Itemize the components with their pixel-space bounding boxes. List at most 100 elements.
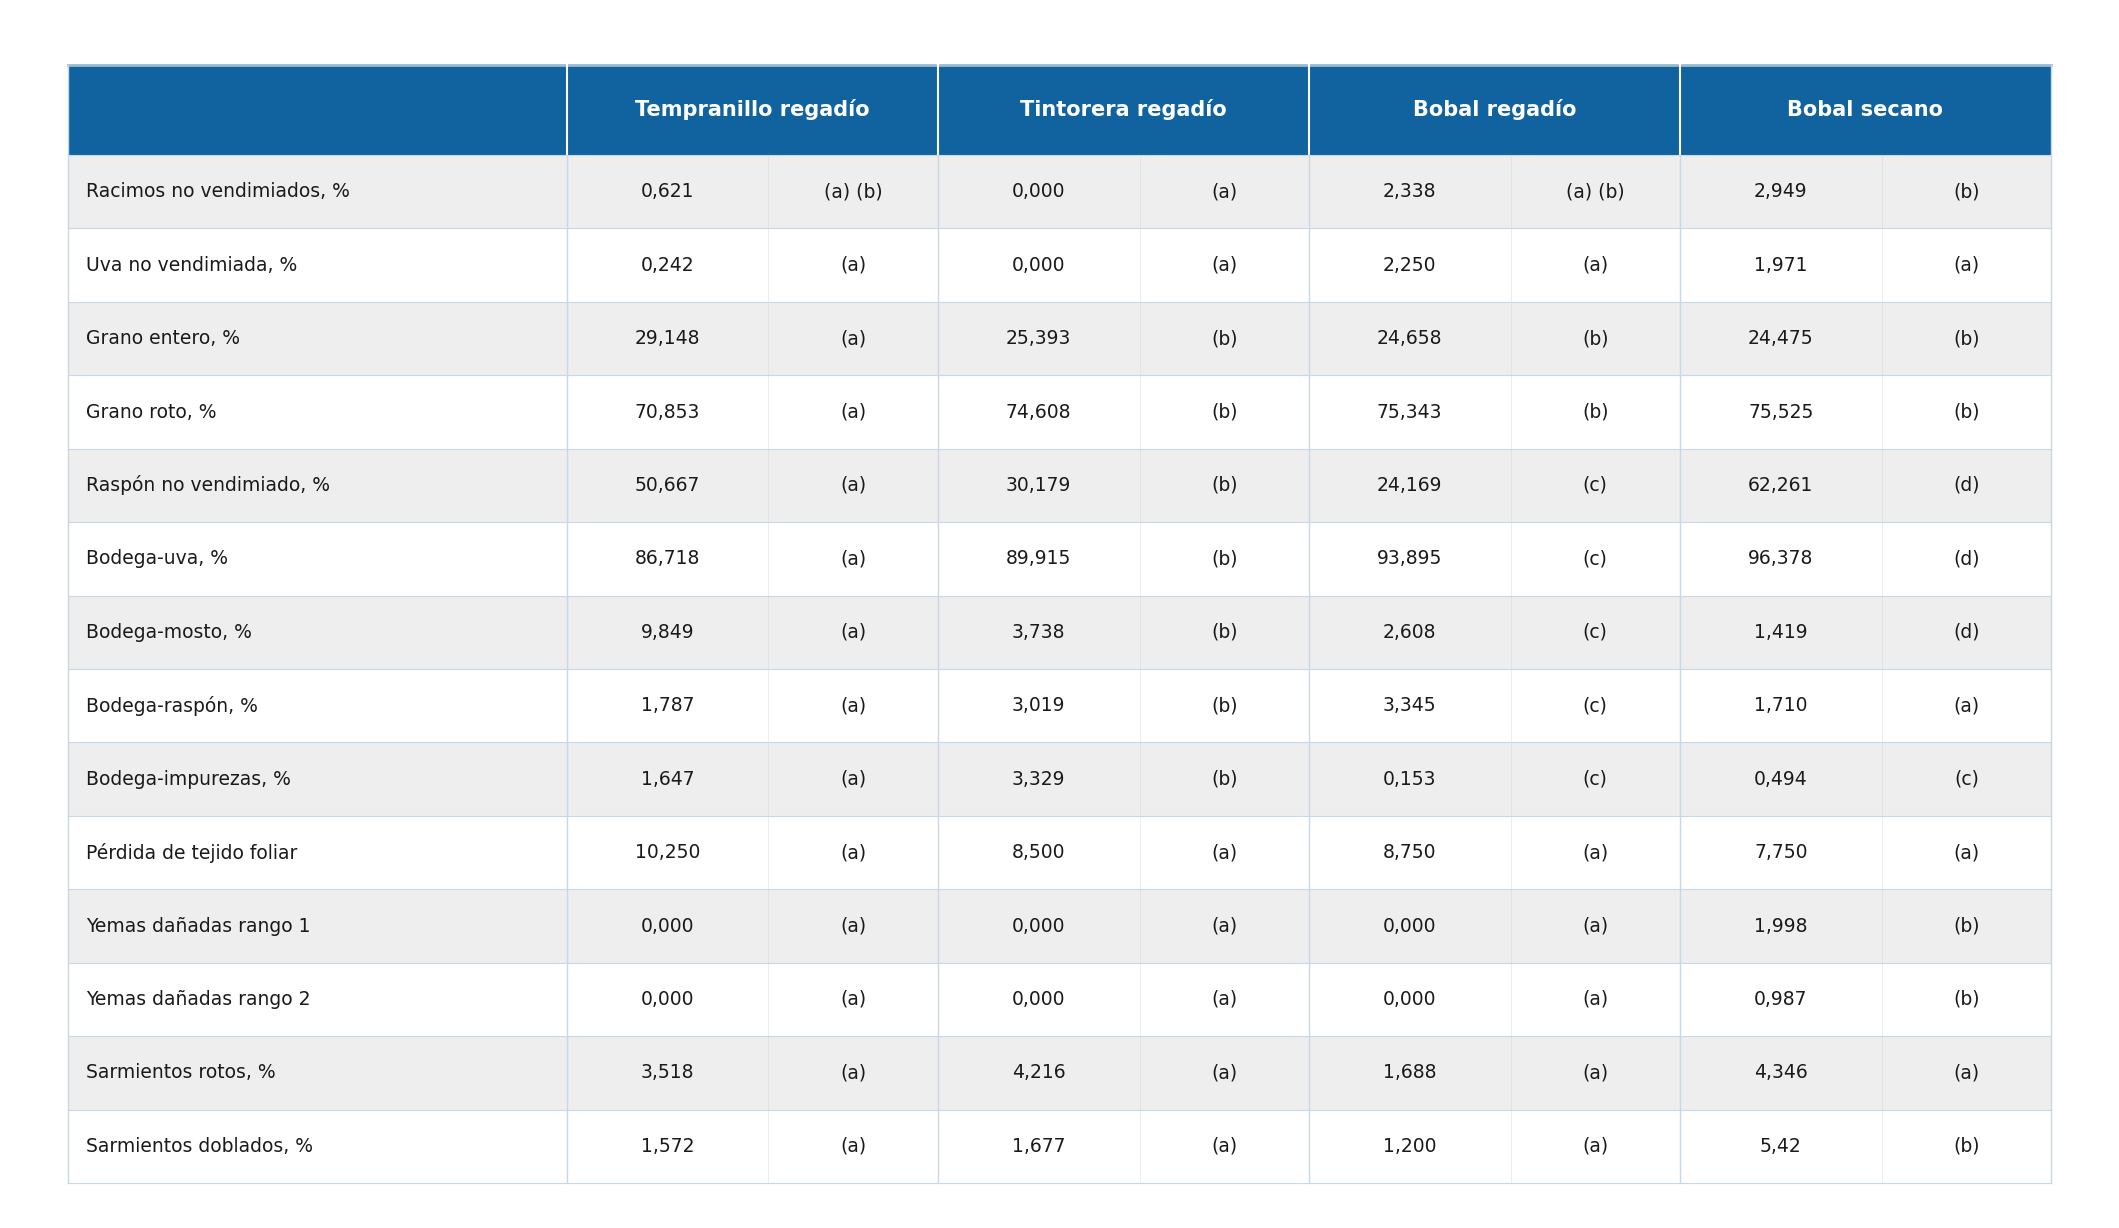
Text: 89,915: 89,915 xyxy=(1007,549,1072,569)
Text: (b): (b) xyxy=(1210,770,1237,788)
Text: (b): (b) xyxy=(1954,329,1979,348)
Bar xyxy=(68,376,2051,448)
Text: 1,688: 1,688 xyxy=(1384,1063,1437,1082)
Text: (a): (a) xyxy=(1583,916,1608,936)
Text: (a): (a) xyxy=(1954,696,1979,715)
Text: (b): (b) xyxy=(1583,329,1608,348)
Text: (b): (b) xyxy=(1954,403,1979,421)
Bar xyxy=(68,1036,2051,1110)
Text: (a): (a) xyxy=(839,1137,867,1156)
Text: 1,647: 1,647 xyxy=(640,770,695,788)
Text: 0,000: 0,000 xyxy=(1013,255,1066,275)
Text: 1,787: 1,787 xyxy=(640,696,695,715)
Text: (b): (b) xyxy=(1583,403,1608,421)
Text: Yemas dañadas rango 2: Yemas dañadas rango 2 xyxy=(87,990,311,1009)
Text: (a): (a) xyxy=(1212,844,1237,862)
Text: Bobal secano: Bobal secano xyxy=(1788,99,1943,120)
Bar xyxy=(68,963,2051,1036)
Text: 4,216: 4,216 xyxy=(1011,1063,1066,1082)
Text: 3,518: 3,518 xyxy=(640,1063,695,1082)
Text: 3,329: 3,329 xyxy=(1013,770,1066,788)
Text: (a): (a) xyxy=(1212,182,1237,201)
Text: 0,000: 0,000 xyxy=(640,916,695,936)
Text: (c): (c) xyxy=(1583,549,1608,569)
Text: Bodega-raspón, %: Bodega-raspón, % xyxy=(87,696,259,716)
Text: 0,242: 0,242 xyxy=(640,255,695,275)
Text: (a): (a) xyxy=(839,476,867,495)
Text: 0,000: 0,000 xyxy=(1013,990,1066,1009)
Bar xyxy=(68,65,566,155)
Text: (d): (d) xyxy=(1954,476,1979,495)
Text: (c): (c) xyxy=(1583,696,1608,715)
Text: Bodega-impurezas, %: Bodega-impurezas, % xyxy=(87,770,290,788)
Text: 0,987: 0,987 xyxy=(1755,990,1808,1009)
Text: (a): (a) xyxy=(1954,255,1979,275)
Text: Tintorera regadío: Tintorera regadío xyxy=(1019,99,1227,120)
Bar xyxy=(68,448,2051,522)
Text: (a): (a) xyxy=(839,844,867,862)
Bar xyxy=(68,596,2051,669)
Text: (b): (b) xyxy=(1210,623,1237,642)
Text: 0,000: 0,000 xyxy=(1384,990,1437,1009)
Text: 7,750: 7,750 xyxy=(1755,844,1808,862)
Bar xyxy=(68,669,2051,743)
Text: Yemas dañadas rango 1: Yemas dañadas rango 1 xyxy=(87,916,311,936)
Text: 2,250: 2,250 xyxy=(1384,255,1437,275)
Text: 2,949: 2,949 xyxy=(1755,182,1808,201)
Text: 96,378: 96,378 xyxy=(1748,549,1814,569)
Bar xyxy=(68,302,2051,376)
Text: 0,621: 0,621 xyxy=(640,182,695,201)
Text: 29,148: 29,148 xyxy=(636,329,699,348)
Text: 86,718: 86,718 xyxy=(636,549,699,569)
Text: 0,494: 0,494 xyxy=(1755,770,1808,788)
Text: 1,971: 1,971 xyxy=(1755,255,1808,275)
Bar xyxy=(1680,65,2051,155)
Text: (c): (c) xyxy=(1583,623,1608,642)
Text: (d): (d) xyxy=(1954,549,1979,569)
Text: Sarmientos doblados, %: Sarmientos doblados, % xyxy=(87,1137,314,1156)
Text: (b): (b) xyxy=(1210,403,1237,421)
Text: 1,998: 1,998 xyxy=(1755,916,1808,936)
Bar xyxy=(939,65,1310,155)
Text: (a): (a) xyxy=(1583,1137,1608,1156)
Text: (b): (b) xyxy=(1954,1137,1979,1156)
Text: 9,849: 9,849 xyxy=(640,623,695,642)
Text: Uva no vendimiada, %: Uva no vendimiada, % xyxy=(87,255,297,275)
Text: (c): (c) xyxy=(1954,770,1979,788)
Text: 25,393: 25,393 xyxy=(1007,329,1072,348)
Text: 75,343: 75,343 xyxy=(1377,403,1443,421)
Text: (d): (d) xyxy=(1954,623,1979,642)
Text: (b): (b) xyxy=(1954,916,1979,936)
Text: 2,608: 2,608 xyxy=(1384,623,1437,642)
Text: (c): (c) xyxy=(1583,770,1608,788)
Bar xyxy=(68,228,2051,302)
Text: 5,42: 5,42 xyxy=(1761,1137,1801,1156)
Text: Bobal regadío: Bobal regadío xyxy=(1413,99,1577,120)
Text: (b): (b) xyxy=(1210,476,1237,495)
Bar xyxy=(566,65,939,155)
Text: 3,019: 3,019 xyxy=(1013,696,1066,715)
Text: Grano roto, %: Grano roto, % xyxy=(87,403,216,421)
Text: (a): (a) xyxy=(839,770,867,788)
Text: 1,200: 1,200 xyxy=(1384,1137,1437,1156)
Text: 0,000: 0,000 xyxy=(640,990,695,1009)
Text: 74,608: 74,608 xyxy=(1007,403,1072,421)
Bar xyxy=(68,1110,2051,1183)
Text: (b): (b) xyxy=(1210,329,1237,348)
Text: 10,250: 10,250 xyxy=(636,844,699,862)
Text: 0,000: 0,000 xyxy=(1384,916,1437,936)
Text: 75,525: 75,525 xyxy=(1748,403,1814,421)
Text: (c): (c) xyxy=(1583,476,1608,495)
Bar xyxy=(68,155,2051,228)
Text: 50,667: 50,667 xyxy=(636,476,699,495)
Text: 0,153: 0,153 xyxy=(1384,770,1437,788)
Text: (a): (a) xyxy=(839,623,867,642)
Bar xyxy=(68,522,2051,596)
Bar xyxy=(68,743,2051,815)
Text: (a): (a) xyxy=(1212,1063,1237,1082)
Text: (a): (a) xyxy=(1583,255,1608,275)
Text: 70,853: 70,853 xyxy=(636,403,699,421)
Text: 1,677: 1,677 xyxy=(1013,1137,1066,1156)
Text: 2,338: 2,338 xyxy=(1384,182,1437,201)
Text: 8,750: 8,750 xyxy=(1384,844,1437,862)
